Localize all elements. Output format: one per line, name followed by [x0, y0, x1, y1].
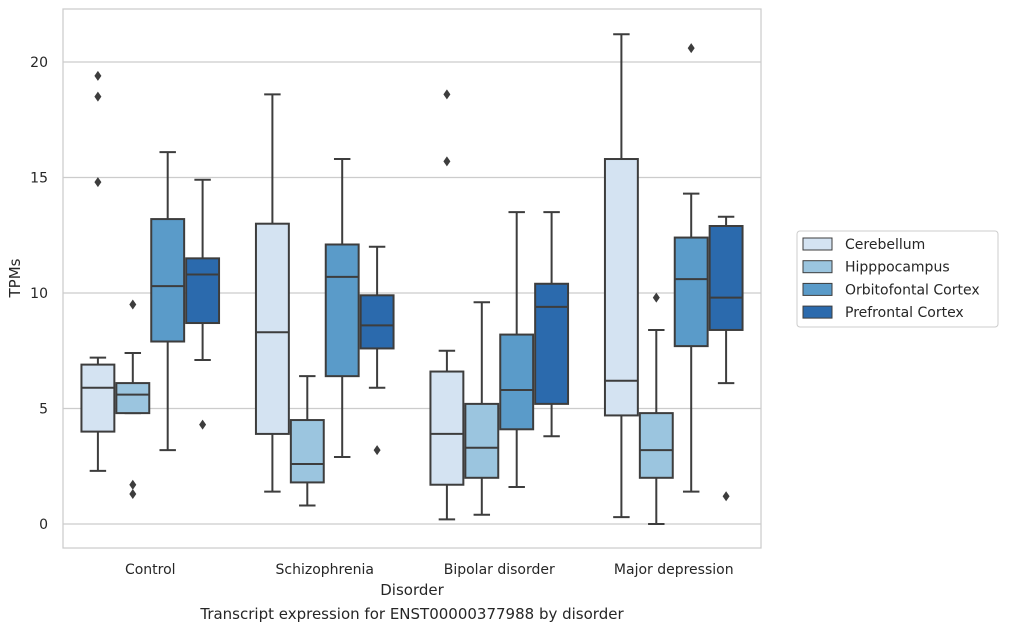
- legend-swatch: [802, 237, 833, 251]
- x-tick-label: Bipolar disorder: [444, 562, 555, 578]
- box-group: [254, 93, 395, 507]
- chart-caption: Transcript expression for ENST0000037798…: [200, 605, 624, 623]
- outlier-point: [129, 299, 137, 310]
- legend: Cerebellum Hipppocampus Orbitofontal Corte…: [796, 230, 999, 328]
- box: [499, 333, 535, 431]
- box-groups: [80, 33, 744, 525]
- box: [115, 382, 151, 415]
- y-tick-label: 10: [30, 286, 48, 302]
- x-axis-label: Disorder: [380, 581, 444, 599]
- legend-swatch: [802, 260, 833, 274]
- outlier-point: [94, 70, 102, 81]
- legend-swatch: [802, 305, 833, 319]
- outlier-point: [373, 445, 381, 456]
- legend-label: Orbitofontal Cortex: [845, 282, 980, 298]
- outlier-point: [94, 177, 102, 188]
- legend-swatch: [802, 282, 833, 296]
- box: [603, 158, 639, 417]
- box-group: [80, 70, 221, 499]
- x-axis-ticks: Control Schizophrenia Bipolar disorder Majo…: [125, 562, 734, 578]
- outlier-point: [129, 479, 137, 490]
- legend-label: Prefrontal Cortex: [845, 305, 964, 321]
- y-axis-label: TPMs: [6, 258, 24, 298]
- box: [359, 294, 395, 350]
- y-tick-label: 0: [39, 517, 48, 533]
- outlier-point: [199, 419, 207, 430]
- box: [464, 402, 500, 479]
- legend-label: Cerebellum: [845, 237, 925, 253]
- x-tick-label: Control: [125, 562, 176, 578]
- outlier-point: [94, 91, 102, 102]
- outlier-point: [443, 89, 451, 100]
- box: [254, 222, 290, 435]
- x-tick-label: Schizophrenia: [276, 562, 374, 578]
- box: [429, 370, 465, 486]
- box: [708, 225, 744, 331]
- legend-frame: [796, 230, 999, 328]
- x-tick-label: Major depression: [614, 562, 734, 578]
- box-group: [429, 89, 570, 521]
- outlier-point: [443, 156, 451, 167]
- box-group: [603, 33, 744, 525]
- outlier-point: [687, 43, 695, 54]
- y-axis-ticks: 0 5 10 15 20: [30, 55, 48, 533]
- box: [185, 257, 221, 325]
- y-tick-label: 20: [30, 55, 48, 71]
- outlier-point: [652, 292, 660, 303]
- legend-label: Hipppocampus: [845, 260, 950, 276]
- box: [673, 236, 709, 348]
- outlier-point: [129, 488, 137, 499]
- y-tick-label: 5: [39, 402, 48, 418]
- box: [534, 282, 570, 405]
- box: [324, 243, 360, 378]
- box: [80, 363, 116, 433]
- box: [289, 419, 325, 484]
- outlier-point: [722, 491, 730, 502]
- box: [150, 218, 186, 343]
- box: [638, 412, 674, 479]
- y-tick-label: 15: [30, 171, 48, 187]
